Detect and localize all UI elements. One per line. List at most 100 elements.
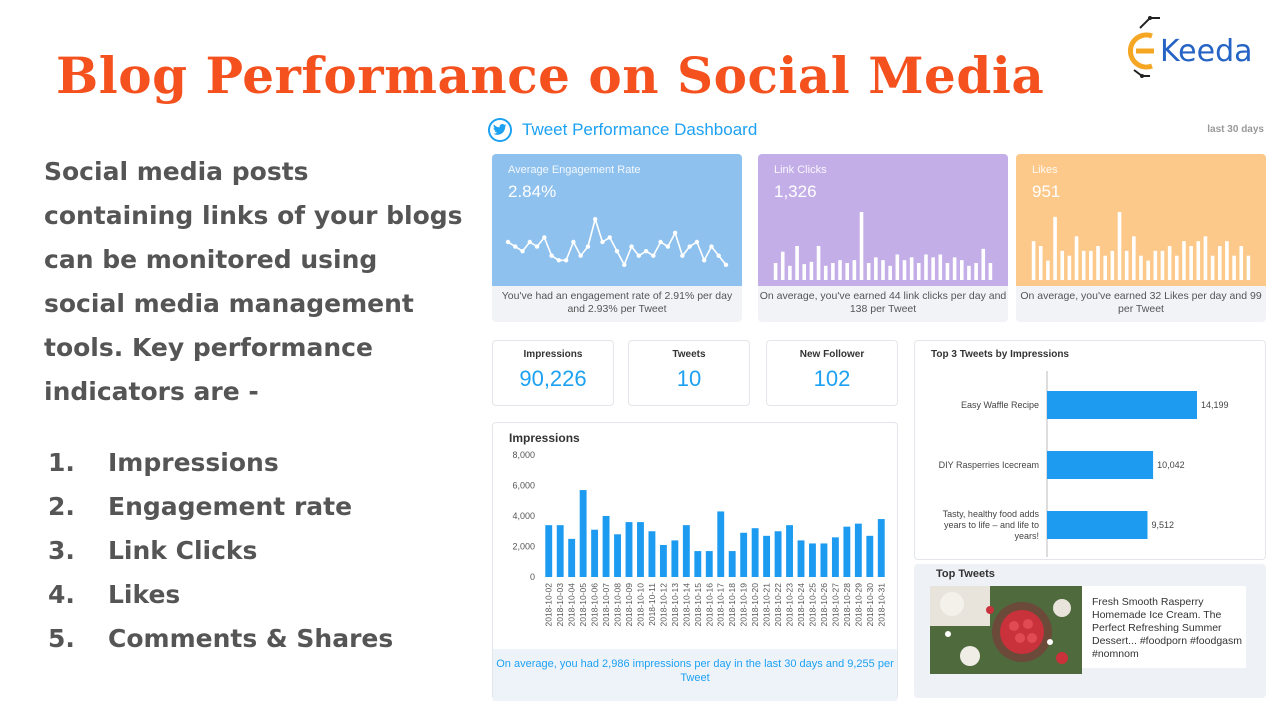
sparkline-point	[600, 239, 605, 245]
impressions-chart-title: Impressions	[509, 431, 580, 445]
link-clicks-label: Link Clicks	[774, 164, 827, 176]
top3-tweets-card: Top 3 Tweets by Impressions 14,199 Easy W…	[914, 340, 1266, 560]
impressions-bar[interactable]	[648, 531, 656, 577]
x-tick-label: 2018-10-27	[830, 583, 840, 627]
sparkline-path	[507, 216, 727, 267]
sparkline-point	[513, 244, 518, 249]
impressions-bar[interactable]	[614, 534, 621, 577]
spark-bar	[1038, 246, 1043, 280]
x-tick-label: 2018-10-28	[842, 583, 852, 627]
sparkline-point	[629, 244, 634, 249]
spark-bar	[1117, 212, 1122, 280]
impressions-bar[interactable]	[637, 522, 644, 577]
tweet-image[interactable]	[930, 586, 1082, 674]
x-tick-label: 2018-10-05	[578, 583, 588, 627]
impressions-bar[interactable]	[579, 490, 587, 577]
impressions-bar[interactable]	[682, 525, 690, 577]
x-tick-label: 2018-10-30	[865, 583, 875, 627]
impressions-bar[interactable]	[602, 516, 610, 577]
stat-label: Tweets	[672, 349, 706, 360]
impressions-bar[interactable]	[809, 543, 816, 577]
impressions-bar[interactable]	[843, 526, 851, 577]
impressions-bar[interactable]	[751, 528, 759, 577]
impressions-bar[interactable]	[659, 544, 667, 577]
spark-bar	[831, 263, 835, 280]
stat-label: New Follower	[799, 349, 865, 360]
impressions-bar[interactable]	[556, 525, 564, 577]
x-tick-label: 2018-10-31	[876, 583, 886, 627]
list-item: 5. Comments & Shares	[48, 616, 393, 660]
list-item: 2. Engagement rate	[48, 484, 393, 528]
impressions-bar[interactable]	[705, 551, 713, 577]
impressions-bar[interactable]	[786, 525, 793, 577]
link-clicks-card-header: Link Clicks 1,326	[758, 154, 1008, 286]
y-tick-label: 4,000	[512, 511, 535, 521]
sparkline-point	[578, 253, 583, 258]
x-tick-label: 2018-10-11	[647, 583, 657, 626]
top-tweet-item[interactable]: Fresh Smooth Rasperry Homemade Ice Cream…	[930, 586, 1246, 674]
impressions-bar[interactable]	[866, 535, 874, 577]
impressions-bar[interactable]	[694, 551, 702, 577]
x-tick-label: 2018-10-13	[670, 583, 680, 627]
impressions-bar[interactable]	[717, 511, 725, 577]
tweets-stat: Tweets 10	[628, 340, 750, 406]
sparkline-point	[687, 244, 692, 249]
impressions-bar[interactable]	[625, 522, 633, 577]
sparkline-point	[505, 239, 511, 245]
impressions-bar[interactable]	[820, 543, 828, 577]
sparkline-point	[680, 253, 685, 258]
link-clicks-summary: On average, you've earned 44 link clicks…	[758, 286, 1008, 322]
impressions-bar[interactable]	[671, 540, 679, 577]
spark-bar	[909, 257, 914, 280]
impressions-bar[interactable]	[545, 525, 553, 577]
list-label: Link Clicks	[108, 535, 258, 565]
impressions-bar[interactable]	[568, 538, 576, 577]
spark-bar	[945, 263, 950, 280]
impressions-bar[interactable]	[740, 532, 748, 577]
impressions-bar[interactable]	[591, 529, 599, 577]
x-tick-label: 2018-10-03	[555, 583, 565, 627]
sparkline-point	[702, 258, 707, 263]
top3-bar[interactable]	[1047, 511, 1148, 539]
x-tick-label: 2018-10-04	[567, 583, 577, 627]
list-label: Comments & Shares	[108, 623, 394, 653]
spark-bar	[838, 260, 842, 280]
page-title: Blog Performance on Social Media	[56, 46, 1045, 105]
impressions-bar[interactable]	[877, 519, 885, 577]
spark-bar	[823, 265, 828, 280]
spark-bar	[1132, 236, 1136, 280]
impressions-bar[interactable]	[774, 531, 782, 577]
spark-bar	[981, 248, 986, 280]
spark-bar	[917, 263, 921, 280]
top3-bar[interactable]	[1047, 391, 1197, 419]
impressions-bar[interactable]	[763, 535, 771, 577]
spark-bar	[988, 263, 993, 280]
x-tick-label: 2018-10-02	[544, 583, 554, 627]
link-clicks-sparkbars	[773, 212, 993, 280]
sparkline-point	[716, 253, 721, 258]
engagement-summary: You've had an engagement rate of 2.91% p…	[492, 286, 742, 322]
x-tick-label: 2018-10-12	[658, 583, 668, 627]
impressions-bar[interactable]	[728, 551, 736, 577]
spark-bar	[881, 260, 885, 280]
engagement-card: Average Engagement Rate 2.84% You've had…	[492, 154, 742, 322]
list-item: 4. Likes	[48, 572, 393, 616]
spark-bar	[895, 254, 900, 280]
list-number: 1.	[48, 447, 75, 477]
impressions-bar[interactable]	[831, 537, 839, 577]
sparkline-point	[520, 248, 525, 254]
top3-bar[interactable]	[1047, 451, 1154, 479]
impressions-bar[interactable]	[797, 540, 805, 577]
x-tick-label: 2018-10-25	[807, 583, 817, 627]
date-range-label[interactable]: last 30 days	[1207, 124, 1264, 135]
impressions-bar[interactable]	[854, 523, 862, 577]
list-number: 5.	[48, 623, 75, 653]
x-tick-label: 2018-10-15	[693, 583, 703, 627]
sparkline-point	[694, 239, 700, 245]
x-tick-label: 2018-10-23	[785, 583, 795, 627]
sparkline-point	[672, 230, 678, 236]
spark-bar	[974, 263, 978, 280]
x-tick-label: 2018-10-20	[750, 583, 760, 627]
bar-category-label: Easy Waffle Recipe	[961, 400, 1039, 410]
spark-bar	[788, 265, 792, 280]
